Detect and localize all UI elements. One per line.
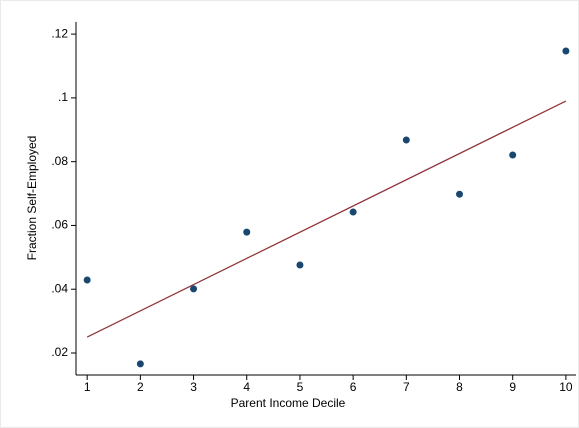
y-tick-label: .02 bbox=[51, 345, 68, 359]
point bbox=[509, 151, 517, 159]
x-axis-title: Parent Income Decile bbox=[231, 396, 346, 410]
point bbox=[349, 208, 357, 216]
x-tick-label: 10 bbox=[559, 380, 573, 394]
y-axis-title: Fraction Self-Employed bbox=[25, 136, 39, 261]
fit-line bbox=[86, 100, 567, 338]
point bbox=[83, 276, 91, 284]
x-tick-label: 7 bbox=[403, 380, 410, 394]
x-tick-label: 3 bbox=[190, 380, 197, 394]
y-tick-label: .1 bbox=[58, 90, 68, 104]
x-tick-label: 6 bbox=[350, 380, 357, 394]
point bbox=[562, 47, 570, 55]
point bbox=[402, 136, 410, 144]
y-tick-label: .08 bbox=[51, 154, 68, 168]
y-tick-label: .04 bbox=[51, 281, 68, 295]
x-tick-label: 4 bbox=[243, 380, 250, 394]
point bbox=[190, 285, 198, 293]
y-tick-label: .12 bbox=[51, 26, 68, 40]
x-tick-label: 2 bbox=[137, 380, 144, 394]
point bbox=[136, 360, 144, 368]
x-tick-label: 9 bbox=[509, 380, 516, 394]
point bbox=[296, 261, 304, 269]
point bbox=[243, 228, 251, 236]
x-tick-label: 1 bbox=[84, 380, 91, 394]
point bbox=[456, 190, 464, 198]
y-tick-label: .06 bbox=[51, 218, 68, 232]
x-tick-label: 8 bbox=[456, 380, 463, 394]
x-tick-label: 5 bbox=[297, 380, 304, 394]
